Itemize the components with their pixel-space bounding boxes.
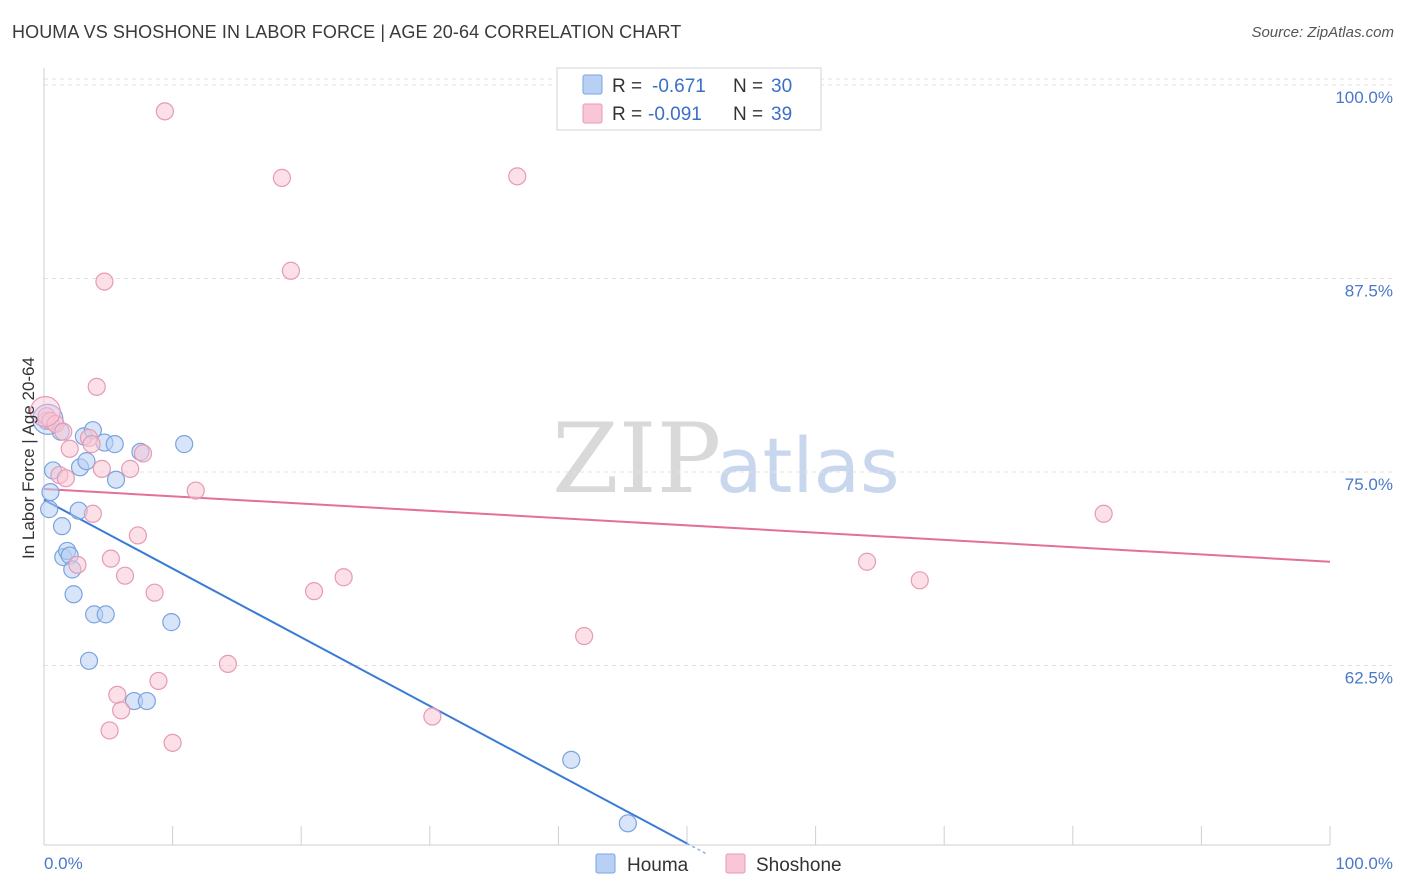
data-point-shoshone [133, 444, 153, 463]
legend-r-value-shoshone: -0.091 [648, 104, 702, 125]
series-legend-label-houma: Houma [627, 855, 689, 876]
data-point-shoshone [87, 377, 106, 396]
data-point-houma [137, 691, 156, 711]
data-point-houma [618, 814, 637, 833]
data-point-shoshone [60, 439, 79, 458]
data-point-shoshone [163, 733, 182, 752]
data-point-houma [175, 435, 194, 454]
axes: 100.0% 87.5% 75.0% 62.5% [43, 68, 1393, 846]
x-tick-label-min: 0.0% [44, 854, 83, 873]
data-point-shoshone [56, 469, 75, 488]
data-point-shoshone [186, 481, 205, 500]
trend-line-houma [43, 498, 688, 845]
data-point-shoshone [1094, 504, 1113, 523]
data-point-shoshone [68, 555, 87, 574]
data-point-shoshone [92, 459, 111, 478]
data-point-houma [77, 452, 96, 471]
data-point-shoshone [100, 721, 119, 740]
data-point-shoshone [149, 671, 168, 691]
data-point-shoshone [145, 583, 164, 602]
data-point-shoshone [910, 571, 929, 590]
data-point-shoshone [82, 435, 101, 454]
data-point-houma [96, 605, 115, 624]
data-point-houma [79, 651, 99, 670]
legend-n-value-houma: 30 [771, 76, 792, 97]
series-legend-swatch-shoshone [725, 853, 746, 874]
data-point-shoshone [101, 549, 120, 568]
data-point-shoshone [575, 626, 594, 646]
data-point-shoshone [54, 422, 73, 441]
data-point-shoshone [121, 459, 140, 478]
chart-title: HOUMA VS SHOSHONE IN LABOR FORCE | AGE 2… [12, 22, 682, 42]
legend-swatch-houma [582, 74, 603, 95]
data-point-shoshone [304, 582, 324, 601]
data-point-shoshone [281, 261, 301, 280]
grid [44, 78, 1394, 666]
data-point-shoshone [334, 568, 353, 587]
data-point-shoshone [857, 552, 877, 571]
data-point-shoshone [115, 566, 135, 585]
watermark-zip: ZIP [552, 403, 721, 515]
data-point-shoshone [155, 102, 174, 121]
watermark-atlas: atlas [716, 421, 900, 510]
trend-line-shoshone [43, 488, 1331, 563]
data-point-shoshone [83, 504, 102, 523]
data-point-shoshone [272, 168, 292, 187]
x-tick-label-max: 100.0% [1335, 854, 1393, 873]
y-tick-label: 87.5% [1345, 282, 1393, 301]
y-tick-label: 100.0% [1335, 88, 1393, 107]
legend-n-label-shoshone: N = [733, 104, 763, 125]
trend-lines [43, 488, 1331, 855]
data-point-shoshone [29, 396, 61, 428]
data-point-shoshone [128, 526, 147, 545]
data-point-houma [162, 613, 181, 632]
trend-line-houma-extension [686, 842, 707, 855]
series-legend-label-shoshone: Shoshone [756, 855, 842, 876]
data-point-shoshone [508, 167, 527, 186]
legend-r-label-houma: R = [612, 76, 642, 97]
legend-n-value-shoshone: 39 [771, 104, 792, 125]
watermark: ZIP atlas [552, 403, 900, 515]
data-point-houma [41, 482, 60, 502]
legend-n-label-houma: N = [733, 76, 763, 97]
data-points [29, 102, 1113, 833]
source-credit: Source: ZipAtlas.com [1251, 24, 1394, 41]
data-point-shoshone [95, 272, 114, 291]
y-tick-label: 62.5% [1345, 668, 1393, 687]
data-point-houma [105, 435, 124, 454]
y-axis-title: In Labor Force | Age 20-64 [19, 357, 38, 559]
data-point-shoshone [218, 654, 237, 674]
data-point-shoshone [112, 701, 131, 720]
data-point-shoshone [108, 685, 127, 704]
series-legend-swatch-houma [595, 853, 616, 874]
legend-swatch-shoshone [582, 103, 603, 124]
data-point-shoshone [423, 707, 442, 726]
data-point-houma [64, 585, 83, 604]
data-point-houma [106, 470, 126, 489]
data-point-houma [52, 517, 72, 536]
data-point-houma [562, 750, 581, 769]
legend-r-label-shoshone: R = [612, 104, 642, 125]
series-legend: Houma Shoshone [595, 853, 842, 876]
data-point-houma [40, 500, 59, 519]
y-tick-label: 75.0% [1345, 475, 1393, 494]
legend-r-value-houma: -0.671 [652, 76, 706, 97]
stats-legend: R = -0.671 N = 30 R = -0.091 N = 39 [556, 67, 822, 131]
